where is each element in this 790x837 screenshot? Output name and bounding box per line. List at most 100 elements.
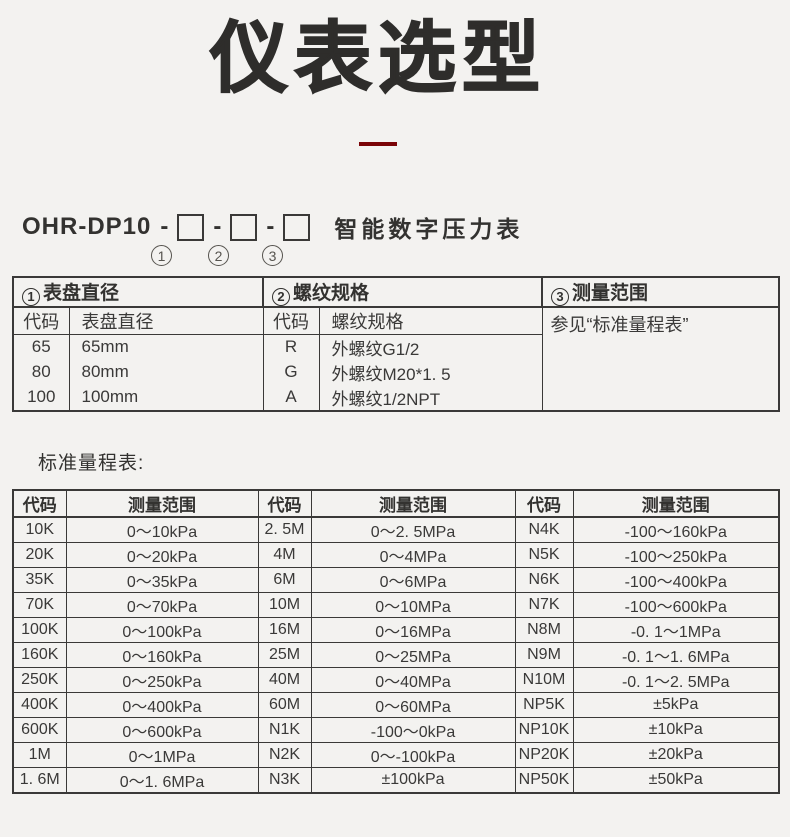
range-code-cell: 20K — [12, 541, 67, 568]
table-row: 35K 0～35kPa 6M 0～6MPa N6K -100～400kPa — [12, 566, 780, 593]
range-value-cell: -100～0kPa — [310, 716, 516, 743]
circled-2-icon: 2 — [272, 287, 291, 305]
col-header-dial-diameter: 表盘直径 — [68, 306, 264, 335]
range-table-caption: 标准量程表: — [38, 452, 145, 474]
range-code-cell: N2K — [257, 741, 312, 768]
range-value-cell: 0～1. 6MPa — [65, 766, 259, 794]
range-code-cell: N8M — [514, 616, 574, 643]
range-value-cell: 0～2. 5MPa — [310, 516, 516, 543]
section-header-label: 表盘直径 — [43, 283, 120, 305]
table-row: 250K 0～250kPa 40M 0～40MPa N10M -0. 1～2. 5MPa — [12, 666, 780, 693]
circled-1-icon: 1 — [151, 245, 172, 267]
col-header-thread-spec: 螺纹规格 — [318, 306, 543, 335]
range-value-cell: 0～10MPa — [310, 591, 516, 618]
model-option-box-1 — [177, 213, 205, 241]
col-header-code: 代码 — [12, 489, 67, 518]
range-code-cell: 40M — [257, 666, 312, 693]
page-title: 仪表选型 — [209, 13, 546, 103]
selection-table-header-row: 1 表盘直径 2 螺纹规格 3 测量范围 — [11, 276, 781, 308]
range-value-cell: 0～60MPa — [310, 691, 516, 718]
range-value-cell: 0～16MPa — [310, 616, 516, 643]
code-cell: 100 — [12, 384, 70, 411]
range-value-cell: 0～25MPa — [310, 641, 516, 668]
model-option-box-2 — [230, 213, 258, 241]
range-code-cell: N9M — [514, 641, 574, 668]
range-value-cell: -0. 1～2. 5MPa — [572, 666, 780, 693]
circled-3-icon: 3 — [262, 245, 283, 267]
table-row: 400K 0～400kPa 60M 0～60MPa NP5K ±5kPa — [12, 691, 780, 718]
range-code-cell: 160K — [12, 641, 67, 668]
range-value-cell: ±20kPa — [572, 741, 780, 768]
range-code-cell: 25M — [257, 641, 312, 668]
circled-3-icon: 3 — [551, 287, 570, 305]
model-code: OHR-DP10 - - - 智能数字压力表 — [22, 212, 790, 242]
table-row: 80 80mm G 外螺纹M20*1. 5 — [12, 359, 779, 385]
range-code-cell: NP50K — [514, 766, 574, 794]
range-value-cell: -100～600kPa — [572, 591, 780, 618]
table-row: 100 100mm A 外螺纹1/2NPT — [12, 384, 779, 411]
section-header-label: 螺纹规格 — [293, 283, 370, 305]
range-value-cell: 0～20kPa — [65, 541, 259, 568]
range-value-cell: 0～10kPa — [65, 516, 259, 543]
table-row: 70K 0～70kPa 10M 0～10MPa N7K -100～600kPa — [12, 591, 780, 618]
model-prefix: OHR-DP10 — [22, 213, 152, 241]
circled-2-icon: 2 — [208, 245, 229, 267]
table-row: 160K 0～160kPa 25M 0～25MPa N9M -0. 1～1. 6MPa — [12, 641, 780, 668]
model-name: 智能数字压力表 — [334, 216, 524, 243]
measure-range-note: 参见“标准量程表” — [541, 306, 780, 412]
range-code-cell: 70K — [12, 591, 67, 618]
col-header-code: 代码 — [514, 489, 574, 518]
range-value-cell: 0～160kPa — [65, 641, 259, 668]
range-code-cell: 10K — [12, 516, 67, 543]
range-code-cell: N4K — [514, 516, 574, 543]
range-code-cell: 4M — [257, 541, 312, 568]
col-header-range: 测量范围 — [65, 489, 259, 518]
col-header-code: 代码 — [257, 489, 312, 518]
range-value-cell: ±10kPa — [572, 716, 780, 743]
range-value-cell: 0～35kPa — [65, 566, 259, 593]
range-code-cell: N6K — [514, 566, 574, 593]
range-value-cell: 0～6MPa — [310, 566, 516, 593]
model-dash: - — [160, 213, 169, 241]
range-code-cell: N5K — [514, 541, 574, 568]
range-value-cell: 0～250kPa — [65, 666, 259, 693]
range-value-cell: 0～400kPa — [65, 691, 259, 718]
range-code-cell: 600K — [12, 716, 67, 743]
range-code-cell: N10M — [514, 666, 574, 693]
section-header-measure-range: 3 测量范围 — [541, 276, 781, 308]
section-header-thread-spec: 2 螺纹规格 — [262, 276, 544, 308]
code-cell: A — [262, 384, 320, 411]
model-dash: - — [213, 213, 222, 241]
range-table-header-row: 代码 测量范围 代码 测量范围 代码 测量范围 — [12, 489, 780, 518]
range-value-cell: ±50kPa — [572, 766, 780, 794]
range-value-cell: -100～400kPa — [572, 566, 780, 593]
table-row: 1M 0～1MPa N2K 0～-100kPa NP20K ±20kPa — [12, 741, 780, 768]
code-cell: 65 — [12, 334, 70, 360]
range-code-cell: 60M — [257, 691, 312, 718]
accent-underline — [359, 142, 397, 147]
standard-range-table: 代码 测量范围 代码 测量范围 代码 测量范围 10K 0～10kPa 2. 5M 0… — [12, 488, 780, 794]
range-code-cell: N1K — [257, 716, 312, 743]
range-value-cell: -100～250kPa — [572, 541, 780, 568]
col-header-code: 代码 — [262, 306, 320, 335]
table-row: 600K 0～600kPa N1K -100～0kPa NP10K ±10kPa — [12, 716, 780, 743]
range-value-cell: -0. 1～1. 6MPa — [572, 641, 780, 668]
model-option-box-3 — [283, 213, 311, 241]
range-value-cell: 0～100kPa — [65, 616, 259, 643]
value-cell: 100mm — [68, 384, 264, 411]
code-cell: R — [262, 334, 320, 360]
range-value-cell: ±100kPa — [310, 766, 516, 794]
table-row: 1. 6M 0～1. 6MPa N3K ±100kPa NP50K ±50kPa — [12, 766, 780, 794]
code-cell: G — [262, 359, 320, 385]
range-value-cell: -0. 1～1MPa — [572, 616, 780, 643]
table-row: 20K 0～20kPa 4M 0～4MPa N5K -100～250kPa — [12, 541, 780, 568]
value-cell: 外螺纹1/2NPT — [318, 384, 543, 411]
range-code-cell: 2. 5M — [257, 516, 312, 543]
range-value-cell: 0～-100kPa — [310, 741, 516, 768]
range-table-body: 10K 0～10kPa 2. 5M 0～2. 5MPa N4K -100～160kPa 20… — [12, 516, 780, 794]
range-code-cell: 35K — [12, 566, 67, 593]
range-code-cell: 250K — [12, 666, 67, 693]
col-header-range: 测量范围 — [310, 489, 516, 518]
range-code-cell: N7K — [514, 591, 574, 618]
